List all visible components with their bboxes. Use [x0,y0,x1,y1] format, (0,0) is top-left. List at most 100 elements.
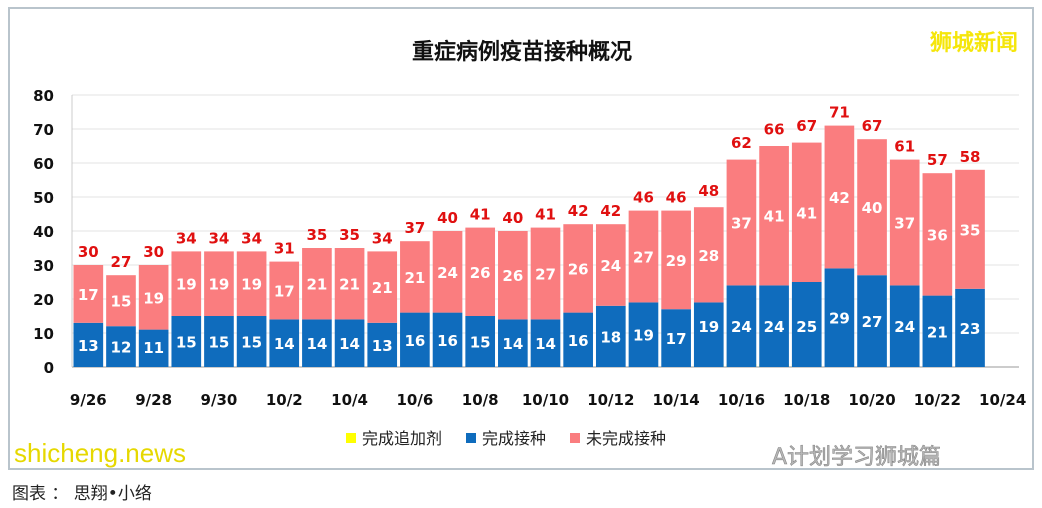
bar-segment [563,312,593,367]
bar-value-label: 21 [306,276,327,294]
bar-segment [498,231,528,320]
bar-value-label: 14 [274,335,295,353]
bar-segment [138,265,169,330]
y-tick-label: 10 [33,325,54,343]
legend-label: 完成追加剂 [362,429,442,448]
bar-segment [628,302,659,367]
bar-value-label: 12 [111,339,132,357]
x-tick-label: 9/28 [135,391,172,409]
watermark-site: shicheng.news [14,438,186,468]
y-tick-label: 60 [33,155,54,173]
bar-segment [922,173,953,296]
bar-segment [857,139,887,276]
bar-total-label: 41 [535,206,556,224]
bar-value-label: 37 [731,215,752,233]
bar-segment [726,285,757,367]
chart-frame: 重症病例疫苗接种概况 0 10 20 30 40 50 60 70 80 13 17 30 12 15 27 1… [8,7,1034,470]
bar-segment [661,210,691,310]
bar-segment [955,169,985,289]
x-tick-label: 10/18 [783,391,830,409]
x-tick-label: 10/6 [396,391,433,409]
bar-total-label: 58 [960,148,981,166]
y-tick-label: 80 [33,87,54,105]
y-tick-label: 20 [33,291,54,309]
x-tick-label: 10/16 [718,391,765,409]
bar-segment [922,295,953,367]
bar-value-label: 19 [143,289,164,307]
bar-value-label: 26 [568,260,589,278]
bar-segment [400,241,430,313]
bar-value-label: 21 [372,279,393,297]
watermark-top: 狮城新闻 [929,31,1018,56]
bar-segment [73,265,104,323]
bar-total-label: 61 [894,138,915,156]
legend-swatch [570,433,580,443]
bar-value-label: 19 [209,276,230,294]
bar-segment [530,319,561,367]
bar-segment [955,288,985,367]
bar-total-label: 40 [502,209,523,227]
legend-swatch [466,433,476,443]
bar-value-label: 17 [78,286,99,304]
bar-value-label: 24 [764,318,785,336]
bar-segment [465,227,496,316]
bar-segment [726,159,757,286]
bar-segment [400,312,430,367]
bar-total-label: 41 [470,206,491,224]
bar-value-label: 16 [568,332,589,350]
bar-value-label: 27 [862,313,883,331]
bar-total-label: 34 [372,229,393,247]
bar-value-label: 14 [535,335,556,353]
bar-total-label: 46 [666,189,687,207]
legend-swatch [346,433,356,443]
bar-segment [334,319,365,367]
bar-value-label: 21 [339,276,360,294]
bar-value-label: 16 [404,332,425,350]
bar-segment [432,231,463,313]
bar-total-label: 62 [731,134,752,152]
x-tick-label: 10/12 [587,391,634,409]
footer-credit: 图表 ： 思翔•小络 [12,484,152,504]
bar-value-label: 14 [306,335,327,353]
bar-segment [889,159,920,286]
bar-value-label: 19 [633,327,654,345]
bar-value-label: 16 [437,332,458,350]
bar-segment [106,326,136,367]
bar-value-label: 15 [111,293,132,311]
bar-value-label: 35 [960,221,981,239]
bar-value-label: 15 [209,334,230,352]
bar-segment [204,316,234,367]
bar-segment [106,275,136,327]
bar-value-label: 40 [862,199,883,217]
bar-segment [236,316,267,367]
bar-total-label: 30 [78,243,99,261]
bar-segment [791,282,822,367]
bar-segment [269,261,300,320]
x-tick-label: 10/4 [331,391,368,409]
bar-segment [530,227,561,320]
bar-value-label: 24 [600,257,621,275]
y-tick-label: 70 [33,121,54,139]
bar-segment [595,305,626,367]
bar-value-label: 13 [372,337,393,355]
bar-value-label: 42 [829,189,850,207]
bar-segment [857,275,887,367]
bar-value-label: 19 [241,276,262,294]
bar-total-label: 37 [404,219,425,237]
y-tick-label: 50 [33,189,54,207]
bar-total-label: 57 [927,151,948,169]
x-tick-label: 10/10 [522,391,569,409]
bar-segment [498,319,528,367]
bar-segment [432,312,463,367]
bar-value-label: 23 [960,320,981,338]
bar-segment [269,319,300,367]
bar-value-label: 37 [894,215,915,233]
bar-segment [171,316,202,367]
bar-value-label: 17 [666,330,687,348]
y-tick-label: 30 [33,257,54,275]
watermark-account: A计划学习狮城篇 [772,445,942,470]
x-tick-label: 10/14 [653,391,700,409]
bar-segment [693,207,724,303]
bar-total-label: 42 [600,202,621,220]
x-tick-label: 9/26 [70,391,107,409]
